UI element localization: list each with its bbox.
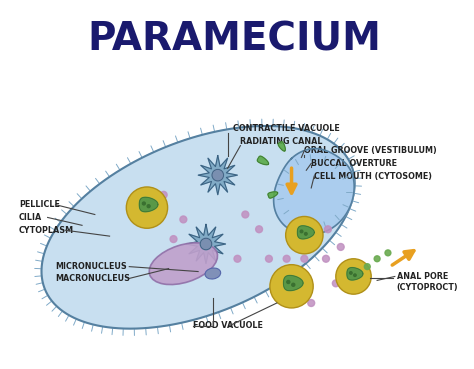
Circle shape bbox=[325, 226, 331, 233]
Polygon shape bbox=[42, 126, 355, 329]
Circle shape bbox=[354, 274, 356, 276]
Circle shape bbox=[126, 187, 168, 228]
Text: CYTOPLASM: CYTOPLASM bbox=[19, 226, 74, 235]
Ellipse shape bbox=[149, 243, 218, 284]
Polygon shape bbox=[347, 268, 363, 280]
Circle shape bbox=[301, 255, 308, 262]
Circle shape bbox=[374, 256, 380, 262]
Circle shape bbox=[286, 217, 323, 254]
Circle shape bbox=[385, 250, 391, 256]
Text: MICRONUCLEUS: MICRONUCLEUS bbox=[55, 262, 127, 271]
Circle shape bbox=[142, 202, 146, 205]
Circle shape bbox=[308, 300, 315, 307]
Circle shape bbox=[270, 265, 313, 308]
Text: MACRONUCLEUS: MACRONUCLEUS bbox=[55, 274, 130, 283]
Polygon shape bbox=[297, 226, 314, 239]
Circle shape bbox=[242, 211, 249, 218]
Polygon shape bbox=[186, 224, 226, 264]
Circle shape bbox=[300, 230, 303, 233]
Text: ANAL PORE: ANAL PORE bbox=[397, 272, 448, 281]
Circle shape bbox=[200, 238, 212, 250]
Ellipse shape bbox=[205, 268, 221, 279]
Circle shape bbox=[350, 272, 352, 274]
Text: PELLICLE: PELLICLE bbox=[19, 200, 60, 209]
Circle shape bbox=[365, 264, 370, 270]
Text: PARAMECIUM: PARAMECIUM bbox=[88, 21, 382, 59]
Text: FOOD VACUOLE: FOOD VACUOLE bbox=[193, 321, 263, 330]
Text: ORAL GROOVE (VESTIBULUM): ORAL GROOVE (VESTIBULUM) bbox=[304, 146, 437, 155]
Circle shape bbox=[283, 255, 290, 262]
Circle shape bbox=[234, 255, 241, 262]
Circle shape bbox=[160, 192, 167, 198]
Polygon shape bbox=[273, 149, 354, 234]
Circle shape bbox=[180, 216, 187, 223]
Circle shape bbox=[255, 226, 263, 233]
Circle shape bbox=[332, 280, 339, 287]
Text: CILIA: CILIA bbox=[19, 213, 42, 222]
Polygon shape bbox=[257, 156, 269, 165]
Circle shape bbox=[337, 244, 344, 251]
Polygon shape bbox=[139, 197, 158, 212]
Polygon shape bbox=[283, 276, 303, 291]
Text: BUCCAL OVERTURE: BUCCAL OVERTURE bbox=[311, 159, 397, 168]
Circle shape bbox=[322, 255, 329, 262]
Polygon shape bbox=[278, 142, 285, 151]
Circle shape bbox=[287, 280, 290, 283]
Circle shape bbox=[147, 205, 150, 208]
Circle shape bbox=[336, 259, 371, 294]
Text: RADIATING CANAL: RADIATING CANAL bbox=[240, 137, 323, 146]
Text: CONTRACTILE VACUOLE: CONTRACTILE VACUOLE bbox=[233, 124, 339, 134]
Circle shape bbox=[304, 232, 307, 235]
Polygon shape bbox=[198, 155, 237, 195]
Circle shape bbox=[212, 169, 224, 181]
Circle shape bbox=[292, 283, 295, 286]
Polygon shape bbox=[268, 192, 278, 198]
Circle shape bbox=[265, 255, 273, 262]
Text: (CYTOPROCT): (CYTOPROCT) bbox=[397, 283, 458, 292]
Text: CELL MOUTH (CYTOSOME): CELL MOUTH (CYTOSOME) bbox=[314, 172, 432, 181]
Circle shape bbox=[170, 236, 177, 242]
